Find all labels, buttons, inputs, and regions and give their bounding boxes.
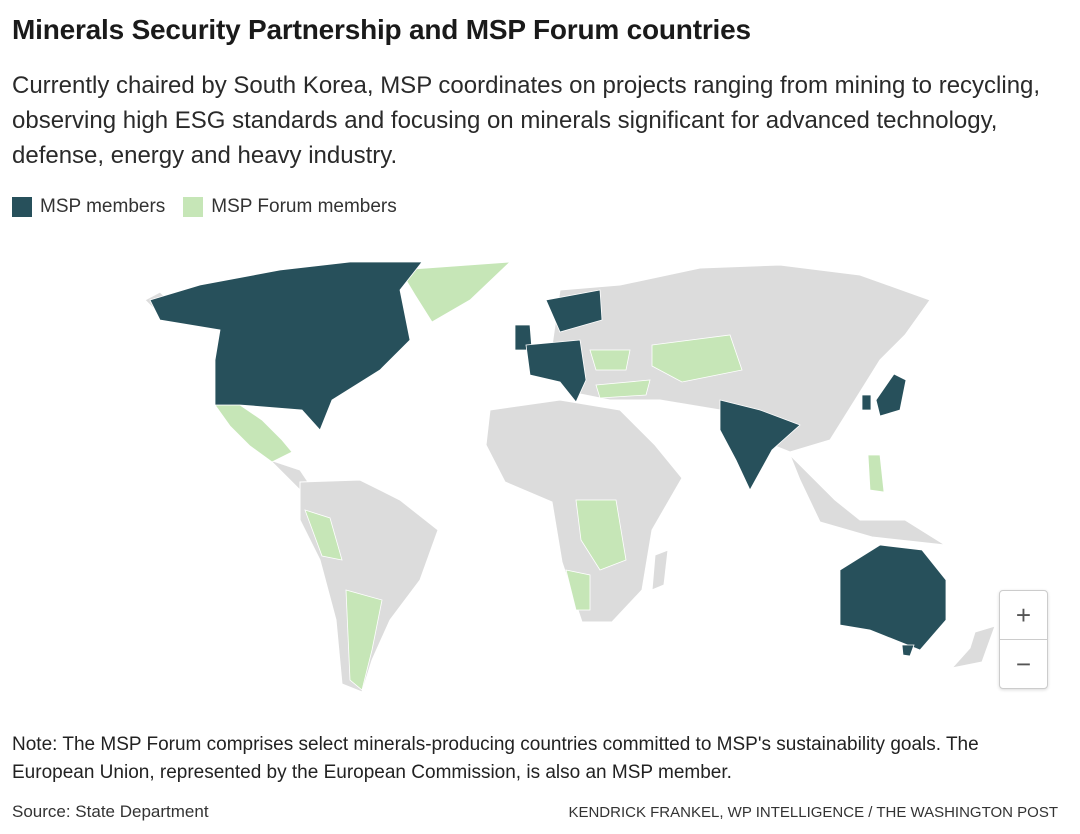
forum-country[interactable] [214,404,293,463]
forum-country[interactable] [867,454,885,493]
member-country[interactable] [719,399,801,491]
member-country[interactable] [545,289,603,333]
land [950,625,996,669]
legend-label: MSP Forum members [211,196,397,217]
forum-country[interactable] [565,569,591,611]
zoom-in-button[interactable]: + [1015,599,1032,630]
note: Note: The MSP Forum comprises select min… [12,734,979,783]
credit: KENDRICK FRANKEL, WP INTELLIGENCE / THE … [568,804,1058,821]
forum-country[interactable] [345,589,383,691]
land [651,549,669,591]
legend-item: MSP Forum members [183,196,397,218]
legend-swatch [183,197,204,217]
forum-country[interactable] [651,334,743,383]
member-country[interactable] [901,644,915,657]
member-country[interactable] [525,339,587,403]
legend-item: MSP members [12,196,165,218]
forum-country[interactable] [589,349,631,371]
zoom-out-button[interactable]: − [1000,639,1047,688]
forum-country[interactable] [595,379,651,399]
member-country[interactable] [839,544,947,651]
land [549,264,931,453]
forum-country[interactable] [304,509,343,561]
source: Source: State Department [12,802,209,821]
member-country[interactable] [875,373,907,417]
legend: MSP members MSP Forum members [12,196,397,218]
title: Minerals Security Partnership and MSP Fo… [12,14,751,45]
subtitle: Currently chaired by South Korea, MSP co… [12,72,1041,169]
member-country[interactable] [149,261,423,431]
legend-label: MSP members [40,196,166,217]
member-country[interactable] [861,394,872,411]
legend-swatch [12,197,32,217]
forum-country[interactable] [575,499,627,571]
land [789,454,946,546]
zoom-control: + − [999,590,1048,689]
forum-country[interactable] [399,261,512,323]
world-map[interactable] [0,240,1080,710]
